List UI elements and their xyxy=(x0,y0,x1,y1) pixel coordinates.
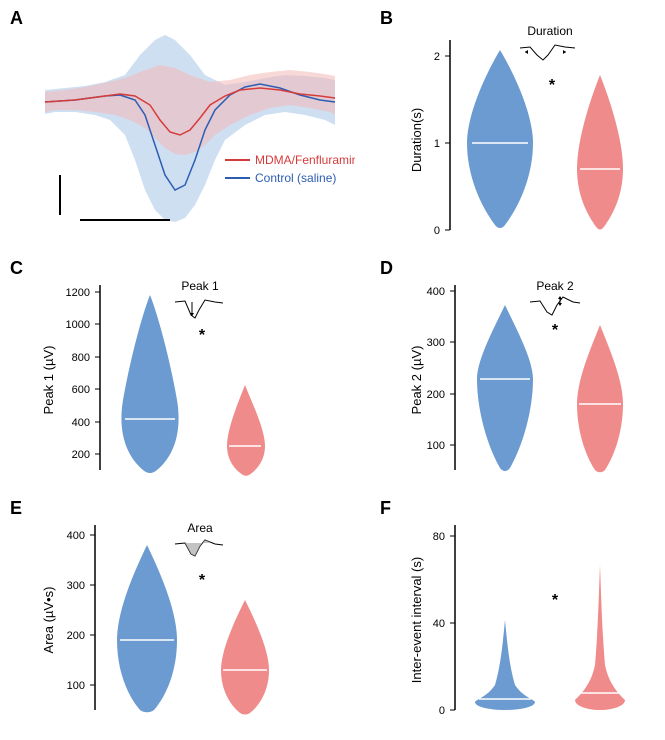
svg-text:2: 2 xyxy=(434,51,440,63)
panel-label-a: A xyxy=(10,8,23,29)
svg-text:1: 1 xyxy=(434,138,440,150)
panel-b-violin-mdma xyxy=(577,75,623,230)
svg-text:Peak 2: Peak 2 xyxy=(536,279,574,293)
panel-e-icon: Area xyxy=(175,521,223,556)
panel-d-violin-mdma xyxy=(577,325,623,472)
svg-text:80: 80 xyxy=(433,531,445,543)
svg-text:Peak 1: Peak 1 xyxy=(181,279,219,293)
svg-text:400: 400 xyxy=(67,530,85,542)
panel-c-violin-mdma xyxy=(227,385,265,476)
panel-c-sig: * xyxy=(199,327,206,344)
panel-label-f: F xyxy=(380,498,391,519)
panel-f-violin-mdma xyxy=(575,565,625,710)
panel-b-violin-control xyxy=(467,50,533,228)
svg-text:400: 400 xyxy=(427,286,445,298)
panel-e-violin: 100 200 300 400 Area (µV•s) Area * xyxy=(35,510,335,725)
panel-d-violin-control xyxy=(477,305,533,471)
panel-c-icon: Peak 1 xyxy=(175,279,223,318)
panel-c-violin-control xyxy=(121,295,178,473)
panel-label-d: D xyxy=(380,258,393,279)
svg-text:0: 0 xyxy=(439,705,445,717)
panel-d-ylabel: Peak 2 (µV) xyxy=(409,346,424,415)
panel-f-ylabel: Inter-event interval (s) xyxy=(409,557,424,683)
panel-f-sig: * xyxy=(552,592,559,609)
panel-b-sig: * xyxy=(549,77,556,94)
panel-label-b: B xyxy=(380,8,393,29)
panel-c-violin: 200 400 600 800 1000 1200 Peak 1 (µV) Pe… xyxy=(35,270,335,485)
panel-e-violin-control xyxy=(117,545,177,712)
panel-b-icon: Duration xyxy=(520,24,575,60)
panel-b-violin: 0 1 2 Duration(s) Duration * xyxy=(405,20,655,245)
legend-control-label: Control (saline) xyxy=(255,171,336,185)
panel-d-sig: * xyxy=(552,322,559,339)
svg-text:100: 100 xyxy=(67,680,85,692)
panel-label-c: C xyxy=(10,258,23,279)
panel-d-violin: 100 200 300 400 Peak 2 (µV) Peak 2 * xyxy=(405,270,655,485)
svg-text:300: 300 xyxy=(427,337,445,349)
svg-text:600: 600 xyxy=(72,384,90,396)
svg-text:200: 200 xyxy=(427,389,445,401)
svg-text:0: 0 xyxy=(434,225,440,237)
svg-text:200: 200 xyxy=(72,449,90,461)
svg-text:Area: Area xyxy=(187,521,213,535)
svg-text:400: 400 xyxy=(72,417,90,429)
panel-e-ylabel: Area (µV•s) xyxy=(41,587,56,654)
svg-text:Duration: Duration xyxy=(527,24,572,38)
panel-c-ylabel: Peak 1 (µV) xyxy=(41,346,56,415)
panel-label-e: E xyxy=(10,498,22,519)
panel-d-icon: Peak 2 xyxy=(530,279,580,315)
svg-text:800: 800 xyxy=(72,352,90,364)
svg-text:1200: 1200 xyxy=(66,287,90,299)
svg-text:1000: 1000 xyxy=(66,319,90,331)
svg-text:40: 40 xyxy=(433,618,445,630)
panel-a-waveform: MDMA/Fenfluramine Control (saline) xyxy=(35,20,355,230)
svg-text:100: 100 xyxy=(427,440,445,452)
panel-e-violin-mdma xyxy=(221,600,269,715)
legend-mdma-label: MDMA/Fenfluramine xyxy=(255,153,355,167)
panel-f-violin: 0 40 80 Inter-event interval (s) * xyxy=(405,510,655,725)
panel-f-violin-control xyxy=(475,620,535,710)
svg-text:300: 300 xyxy=(67,580,85,592)
panel-b-ylabel: Duration(s) xyxy=(409,108,424,172)
svg-text:200: 200 xyxy=(67,630,85,642)
panel-e-sig: * xyxy=(199,572,206,589)
